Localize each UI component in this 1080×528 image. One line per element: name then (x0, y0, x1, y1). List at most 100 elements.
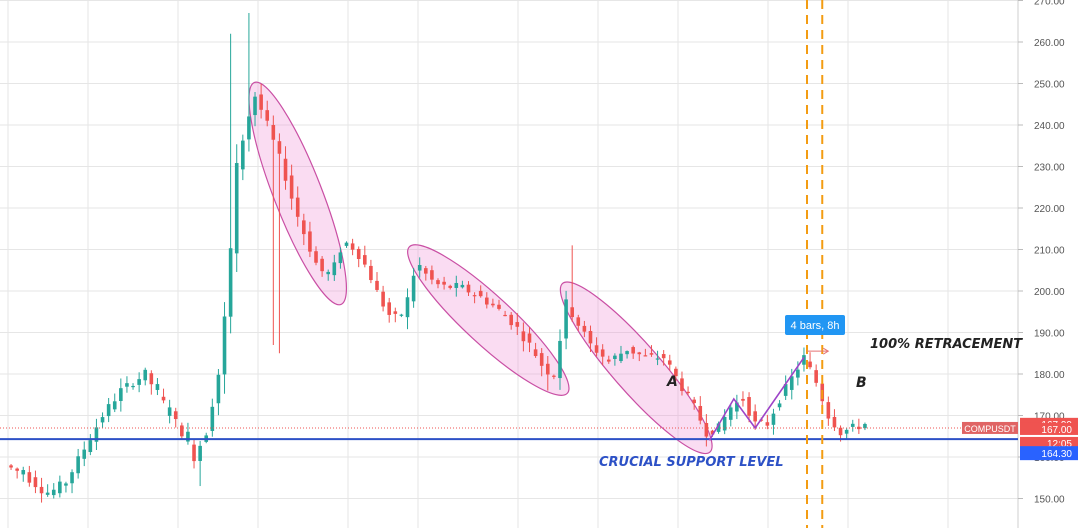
y-tick-label: 170.00 (1034, 412, 1065, 423)
candle-body (295, 197, 300, 217)
candle-body (619, 353, 623, 362)
candle-body (741, 398, 745, 401)
candle-body (314, 251, 318, 263)
candle-body (222, 316, 227, 375)
candle-body (381, 291, 385, 307)
candle-body (100, 417, 105, 423)
candle-body (424, 268, 428, 274)
candle-body (161, 396, 166, 401)
pair-tag-bg (962, 421, 1018, 434)
candle-body (802, 355, 806, 365)
candles (9, 12, 867, 503)
retracement-label: 100% RETRACEMENT (870, 337, 1023, 352)
y-tick-label: 260.00 (1034, 38, 1065, 49)
candle-body (15, 468, 19, 471)
support-price-tag-bg (1020, 446, 1078, 461)
zigzag-pattern (708, 356, 805, 441)
candle-body (497, 304, 501, 309)
highlight-ellipse (407, 244, 570, 396)
candle-body (722, 416, 727, 431)
candle-body (606, 359, 611, 362)
candle-body (332, 262, 337, 276)
candle-body (826, 402, 831, 419)
candle-body (320, 258, 324, 272)
highlight-ellipse (559, 281, 713, 455)
candle-body (198, 445, 202, 461)
candle-body (533, 349, 538, 357)
candle-body (21, 470, 26, 475)
candle-body (796, 369, 800, 378)
candle-body (838, 427, 843, 436)
candle-body (265, 110, 270, 121)
candle-body (173, 411, 178, 420)
candle-body (789, 376, 794, 390)
candle-body (289, 175, 294, 199)
candle-body (594, 345, 599, 353)
current-price-tag: 167.00 (1041, 425, 1072, 436)
candle-body (326, 271, 331, 275)
candle-body (70, 472, 74, 484)
candle-body (137, 379, 141, 385)
candle-body (704, 422, 709, 437)
y-tick-label: 180.00 (1034, 370, 1065, 381)
candle-body (576, 317, 581, 326)
candle-body (539, 353, 544, 366)
candle-body (582, 325, 587, 332)
candle-body (143, 369, 148, 381)
candle-body (783, 384, 788, 396)
candle-body (735, 402, 739, 412)
candle-body (643, 355, 648, 357)
candle-body (527, 333, 532, 343)
candle-body (478, 290, 483, 297)
candle-body (661, 354, 666, 359)
y-tick-label: 210.00 (1034, 246, 1065, 257)
candle-body (417, 265, 422, 271)
candle-body (338, 252, 343, 264)
candle-body (448, 285, 452, 288)
candle-body (466, 284, 471, 293)
candle-body (51, 489, 56, 496)
candle-body (119, 388, 123, 401)
candle-body (667, 360, 672, 365)
point-a-label: A (666, 374, 678, 390)
y-tick-label: 240.00 (1034, 121, 1065, 132)
candle-body (844, 429, 849, 434)
candle-body (728, 407, 733, 420)
candle-body (387, 302, 392, 315)
candle-body (655, 358, 660, 360)
candle-body (234, 163, 239, 254)
candle-body (558, 340, 562, 379)
candle-body (564, 299, 568, 339)
candle-body (106, 404, 111, 417)
support-price-tag: 164.30 (1041, 449, 1072, 460)
candle-body (777, 403, 782, 408)
candle-body (503, 314, 507, 317)
range-arrow-head (822, 347, 830, 355)
candle-body (692, 399, 696, 404)
point-b-label: B (856, 375, 867, 391)
candle-body (94, 427, 99, 442)
candle-body (509, 314, 513, 326)
candle-body (149, 373, 154, 385)
candle-body (631, 347, 635, 354)
candle-body (600, 349, 605, 357)
candle-body (369, 265, 373, 281)
pair-label: COMPUSDT (964, 424, 1016, 434)
candle-body (375, 280, 379, 290)
candle-body (33, 477, 38, 488)
candle-body (613, 355, 617, 359)
candle-body (283, 158, 288, 181)
candle-body (112, 401, 117, 410)
y-tick-label: 230.00 (1034, 163, 1065, 174)
candle-body (491, 303, 495, 306)
candle-body (277, 141, 282, 154)
candle-body (808, 361, 812, 368)
candle-body (405, 297, 410, 318)
candle-body (460, 284, 465, 288)
candle-body (753, 411, 757, 422)
candle-body (82, 449, 87, 459)
candle-body (241, 140, 245, 170)
current-price-tag-bg (1020, 422, 1078, 435)
